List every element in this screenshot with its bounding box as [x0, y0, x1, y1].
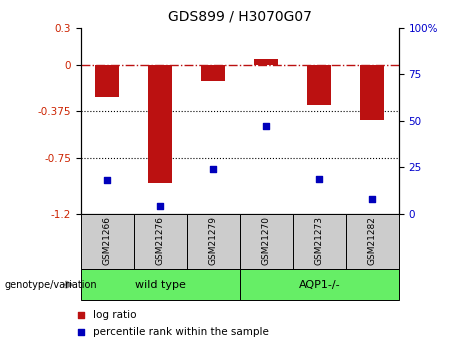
Text: GSM21266: GSM21266 — [103, 216, 112, 265]
Text: percentile rank within the sample: percentile rank within the sample — [94, 327, 269, 337]
Bar — [307, 65, 331, 105]
Bar — [293, 214, 346, 269]
Bar — [187, 214, 240, 269]
Bar — [148, 65, 172, 183]
Point — [209, 166, 217, 172]
Text: GSM21270: GSM21270 — [262, 216, 271, 265]
Text: GSM21276: GSM21276 — [156, 216, 165, 265]
Text: GSM21273: GSM21273 — [315, 216, 324, 265]
Bar — [95, 65, 119, 97]
Point — [236, 78, 243, 84]
Bar — [81, 269, 240, 300]
Bar — [254, 59, 278, 65]
Text: GSM21282: GSM21282 — [368, 216, 377, 265]
Point — [156, 204, 164, 209]
Bar — [201, 65, 225, 81]
Point — [368, 196, 376, 202]
Text: AQP1-/-: AQP1-/- — [298, 280, 340, 289]
Bar — [240, 214, 293, 269]
Bar — [346, 214, 399, 269]
Bar — [240, 269, 399, 300]
Bar — [81, 214, 134, 269]
Bar — [361, 65, 384, 119]
Text: log ratio: log ratio — [94, 310, 137, 320]
Point — [262, 124, 270, 129]
Text: GSM21279: GSM21279 — [209, 216, 218, 265]
Bar — [134, 214, 187, 269]
Point — [236, 234, 243, 239]
Title: GDS899 / H3070G07: GDS899 / H3070G07 — [168, 10, 312, 24]
Point — [315, 176, 323, 181]
Text: wild type: wild type — [135, 280, 186, 289]
Point — [103, 178, 111, 183]
Text: genotype/variation: genotype/variation — [5, 280, 97, 289]
